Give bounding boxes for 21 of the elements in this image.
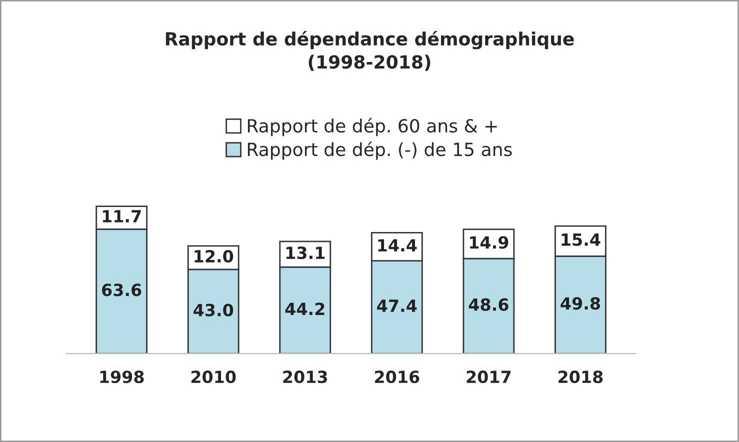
legend-label: Rapport de dép. (-) de 15 ans [248, 142, 512, 160]
x-tick-label: 2016 [375, 370, 420, 384]
data-label: 44.2 [285, 302, 324, 315]
data-label: 11.7 [102, 210, 141, 222]
data-label: 48.6 [468, 298, 508, 311]
x-tick-label: 2010 [191, 370, 236, 384]
legend-label: Rapport de dép. 60 ans & + [248, 118, 497, 136]
x-tick-label: 2018 [558, 370, 603, 384]
x-tick-label: 1998 [100, 370, 144, 384]
x-tick-label: 2017 [466, 370, 511, 384]
data-label: 14.4 [378, 239, 417, 252]
data-label: 47.4 [377, 300, 417, 312]
data-label: 15.4 [562, 234, 600, 246]
data-label: 63.6 [102, 284, 142, 296]
data-label: 49.8 [560, 297, 600, 310]
data-label: 43.0 [194, 304, 234, 316]
x-tick-label: 2013 [283, 370, 328, 384]
data-label: 14.9 [470, 236, 508, 249]
chart-title: Rapport de dépendance démographique (1998-2018) [166, 30, 574, 71]
data-label: 13.1 [286, 246, 325, 260]
data-label: 12.0 [194, 250, 234, 263]
